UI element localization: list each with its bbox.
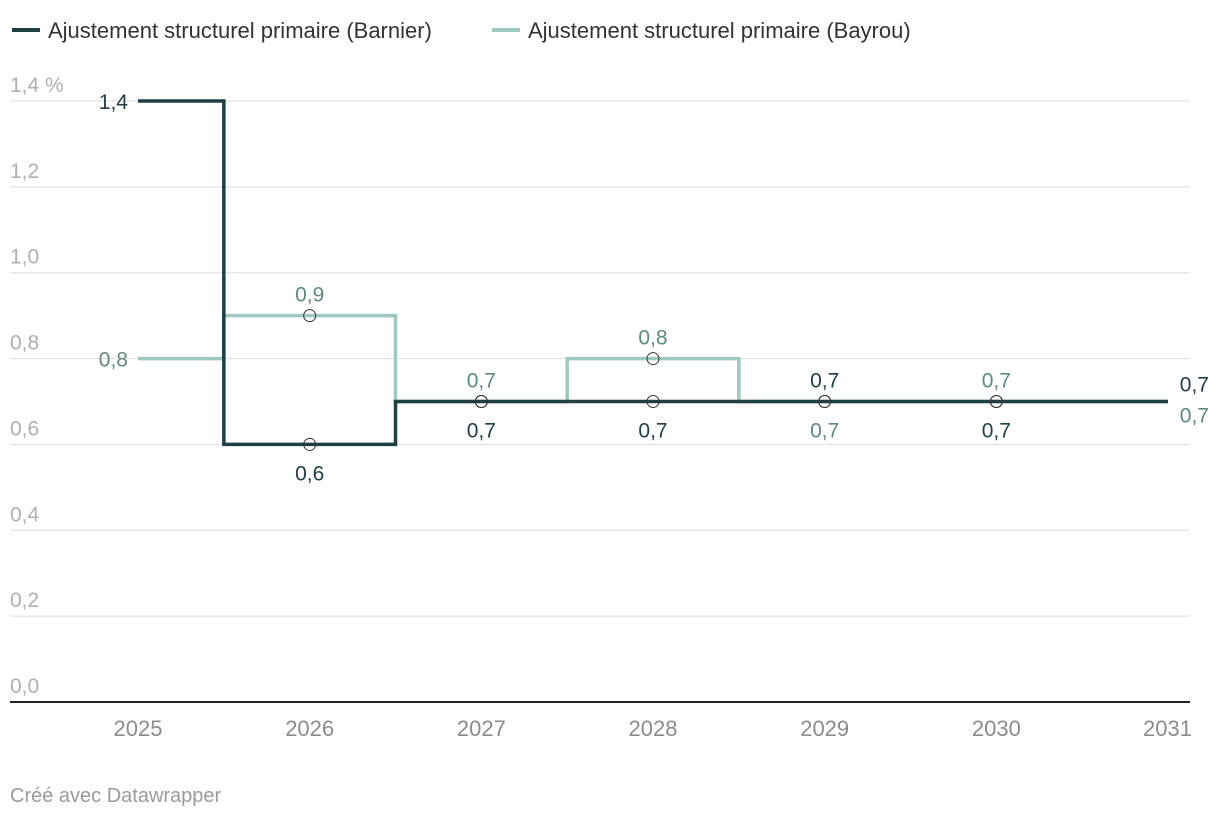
y-axis-ticks: 0,0 0,2 0,4 0,6 0,8 1,0 1,2 1,4 % xyxy=(10,74,64,698)
x-tick-label: 2029 xyxy=(800,716,849,741)
x-tick-label: 2028 xyxy=(629,716,678,741)
y-tick-label: 1,2 xyxy=(10,160,39,183)
point-marker-barnier xyxy=(474,395,488,408)
y-tick-label: 0,6 xyxy=(10,417,39,440)
y-tick-label: 0,4 xyxy=(10,503,40,526)
data-label-barnier: 0,7 xyxy=(1180,374,1209,397)
y-tick-label: 1,0 xyxy=(10,246,39,269)
data-label-bayrou: 0,7 xyxy=(1180,405,1209,428)
point-marker-barnier xyxy=(303,437,317,451)
data-label-bayrou: 0,9 xyxy=(295,284,324,307)
legend: Ajustement structurel primaire (Barnier)… xyxy=(12,18,911,43)
data-label-barnier: 0,7 xyxy=(467,420,496,443)
y-tick-label: 0,2 xyxy=(10,589,39,612)
data-label-bayrou: 0,7 xyxy=(810,420,839,443)
data-label-barnier: 0,7 xyxy=(810,370,839,393)
legend-item-bayrou: Ajustement structurel primaire (Bayrou) xyxy=(492,18,911,43)
x-tick-label: 2031 xyxy=(1143,716,1192,741)
data-label-barnier: 0,6 xyxy=(295,462,324,485)
series-layer xyxy=(138,99,1169,451)
data-label-bayrou: 0,8 xyxy=(99,349,128,372)
y-tick-label: 1,4 % xyxy=(10,74,64,97)
data-label-barnier: 1,4 xyxy=(99,91,129,114)
legend-item-barnier: Ajustement structurel primaire (Barnier) xyxy=(12,18,432,43)
point-marker-bayrou xyxy=(646,352,660,366)
footer-credit: Créé avec Datawrapper xyxy=(10,785,222,807)
data-labels: 1,4 0,8 0,6 0,9 0,7 0,7 0,7 0,8 0,7 0,7 0,7 0,7 0,7 0… xyxy=(99,91,1209,485)
y-tick-label: 0,8 xyxy=(10,332,39,355)
data-label-bayrou: 0,8 xyxy=(638,327,667,350)
data-label-barnier: 0,7 xyxy=(982,420,1011,443)
legend-label-bayrou: Ajustement structurel primaire (Bayrou) xyxy=(528,18,911,43)
point-marker-bayrou xyxy=(303,309,317,323)
data-label-bayrou: 0,7 xyxy=(982,370,1011,393)
data-label-bayrou: 0,7 xyxy=(467,370,496,393)
x-tick-label: 2030 xyxy=(972,716,1021,741)
point-marker-barnier xyxy=(989,395,1003,408)
x-tick-label: 2025 xyxy=(114,716,163,741)
x-tick-label: 2027 xyxy=(457,716,506,741)
legend-label-barnier: Ajustement structurel primaire (Barnier) xyxy=(48,18,432,43)
x-tick-label: 2026 xyxy=(285,716,334,741)
x-axis-ticks: 2025 2026 2027 2028 2029 2030 2031 xyxy=(114,716,1192,741)
point-marker-barnier xyxy=(818,395,832,408)
y-tick-label: 0,0 xyxy=(10,675,39,698)
data-label-barnier: 0,7 xyxy=(638,420,667,443)
series-line-barnier xyxy=(138,99,1169,447)
point-marker-barnier xyxy=(646,395,660,408)
